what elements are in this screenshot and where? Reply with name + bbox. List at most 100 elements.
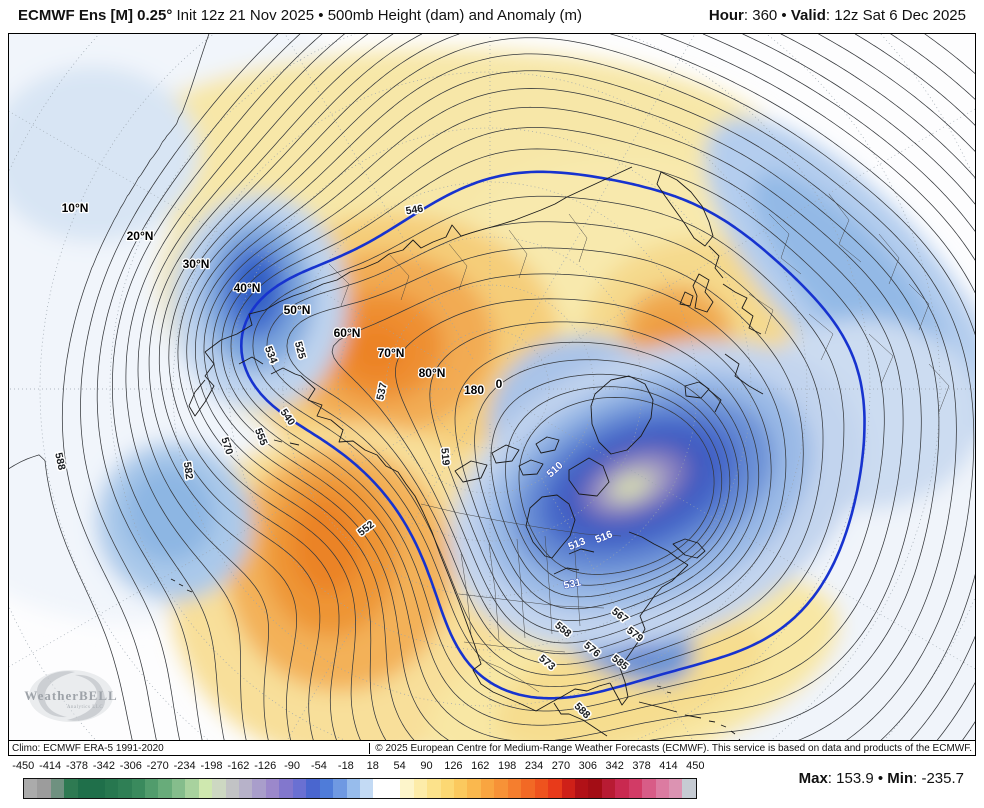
latitude-label: 40°N (234, 281, 261, 295)
page-title: ECMWF Ens [M] 0.25° Init 12z 21 Nov 2025… (18, 7, 582, 24)
colorbar-tick: -18 (337, 760, 354, 772)
colorbar-cell (24, 779, 38, 798)
colorbar-cell (507, 779, 522, 798)
height-contour (203, 88, 940, 740)
colorbar-cell (548, 779, 562, 798)
latitude-label: 30°N (183, 257, 210, 271)
colorbar-cell (64, 779, 78, 798)
colorbar-cell (144, 779, 159, 798)
colorbar-cell (279, 779, 293, 798)
init-and-variable: Init 12z 21 Nov 2025 • 500mb Height (dam… (172, 7, 582, 24)
colorbar-cell (158, 779, 172, 798)
colorbar-tick: 342 (605, 760, 624, 772)
valid-label: Valid (790, 7, 826, 24)
contour-lines (9, 34, 975, 740)
max-label: Max (798, 770, 828, 787)
colorbar-cell (333, 779, 347, 798)
height-contour (286, 247, 804, 665)
colorbar-cell (131, 779, 145, 798)
colorbar-tick: -450 (12, 760, 35, 772)
colorbar-cell (104, 779, 119, 798)
latitude-label: 70°N (378, 346, 405, 360)
height-contour (490, 373, 731, 598)
political-borders (328, 193, 950, 693)
colorbar-cell (359, 779, 374, 798)
colorbar-cell (467, 779, 481, 798)
valid-value: 12z Sat 6 Dec 2025 (834, 7, 966, 24)
hour-value: 360 (752, 7, 778, 24)
colorbar-cell (306, 779, 320, 798)
contour-label: 582 (181, 461, 195, 480)
longitude-label: 0 (496, 377, 503, 391)
colorbar-tick: -306 (119, 760, 142, 772)
colorbar-cell (427, 779, 441, 798)
height-contour (80, 34, 975, 740)
colorbar-cell (655, 779, 669, 798)
colorbar-cell (588, 779, 602, 798)
colorbar-cell (37, 779, 51, 798)
colorbar-cell (615, 779, 629, 798)
colorbar-cell (386, 779, 401, 798)
height-contour (158, 34, 975, 740)
colorbar-tick: -126 (254, 760, 277, 772)
height-contour (395, 298, 772, 644)
contour-label: 588 (52, 452, 67, 472)
max-value: 153.9 (836, 770, 874, 787)
colon: : (825, 7, 835, 24)
map-footer: Climo: ECMWF ERA-5 1991-2020 © 2025 Euro… (9, 740, 975, 755)
height-contour (112, 34, 975, 740)
height-contour (195, 70, 957, 740)
height-contour (429, 321, 760, 633)
colorbar-cell (319, 779, 334, 798)
height-contour (96, 34, 975, 740)
height-contour (518, 397, 715, 575)
min-label: Min (887, 770, 914, 787)
highlight-540-contour (240, 170, 866, 700)
hour-valid: Hour: 360 • Valid: 12z Sat 6 Dec 2025 (709, 7, 966, 24)
colorbar-tick: 306 (578, 760, 597, 772)
graticule (9, 34, 975, 740)
contour-label: 531 (563, 576, 583, 591)
colorbar-cell (574, 779, 589, 798)
height-contour (177, 37, 975, 740)
height-contour (505, 386, 723, 586)
colorbar-tick: 450 (686, 760, 705, 772)
logo-text: WeatherBELL (24, 688, 117, 703)
colorbar-tick: -54 (311, 760, 327, 772)
height-contour (474, 359, 739, 610)
colorbar-tick: -342 (92, 760, 115, 772)
height-contour (9, 454, 133, 740)
colorbar-cell (480, 779, 495, 798)
colorbar-cell (185, 779, 199, 798)
height-contour (125, 34, 975, 740)
colorbar-cell (521, 779, 535, 798)
height-contour (186, 53, 975, 740)
colorbar-cell (669, 779, 683, 798)
colorbar-cell (265, 779, 280, 798)
colorbar-cell (373, 779, 387, 798)
colorbar-cell (118, 779, 132, 798)
latitude-label: 80°N (419, 366, 446, 380)
height-contour (266, 221, 824, 676)
colorbar-cell (292, 779, 307, 798)
max-min-stats: Max: 153.9 • Min: -235.7 (799, 770, 964, 787)
colorbar-cell (171, 779, 186, 798)
title-bar: ECMWF Ens [M] 0.25° Init 12z 21 Nov 2025… (0, 0, 984, 32)
colorbar-tick: -162 (227, 760, 250, 772)
colorbar-cell (561, 779, 575, 798)
colon: : (913, 770, 922, 787)
logo-subtext: Analytics LLC (67, 705, 104, 710)
colorbar-cell (682, 779, 696, 798)
colorbar-tick: -378 (66, 760, 89, 772)
colorbar-tick: 54 (393, 760, 406, 772)
hour-label: Hour (708, 7, 744, 24)
colorbar-cell (534, 779, 549, 798)
weatherbell-logo: WeatherBELL Analytics LLC (24, 670, 117, 722)
colorbar-tick: -198 (200, 760, 223, 772)
colorbar-cell (494, 779, 508, 798)
colorbar-cell (252, 779, 266, 798)
latitude-label: 10°N (62, 201, 89, 215)
colorbar-tick: 414 (659, 760, 678, 772)
height-contour (454, 341, 749, 621)
map-frame: 588 582 570 555 552 540 534 525 537 546 519 510 513 5… (8, 33, 976, 756)
